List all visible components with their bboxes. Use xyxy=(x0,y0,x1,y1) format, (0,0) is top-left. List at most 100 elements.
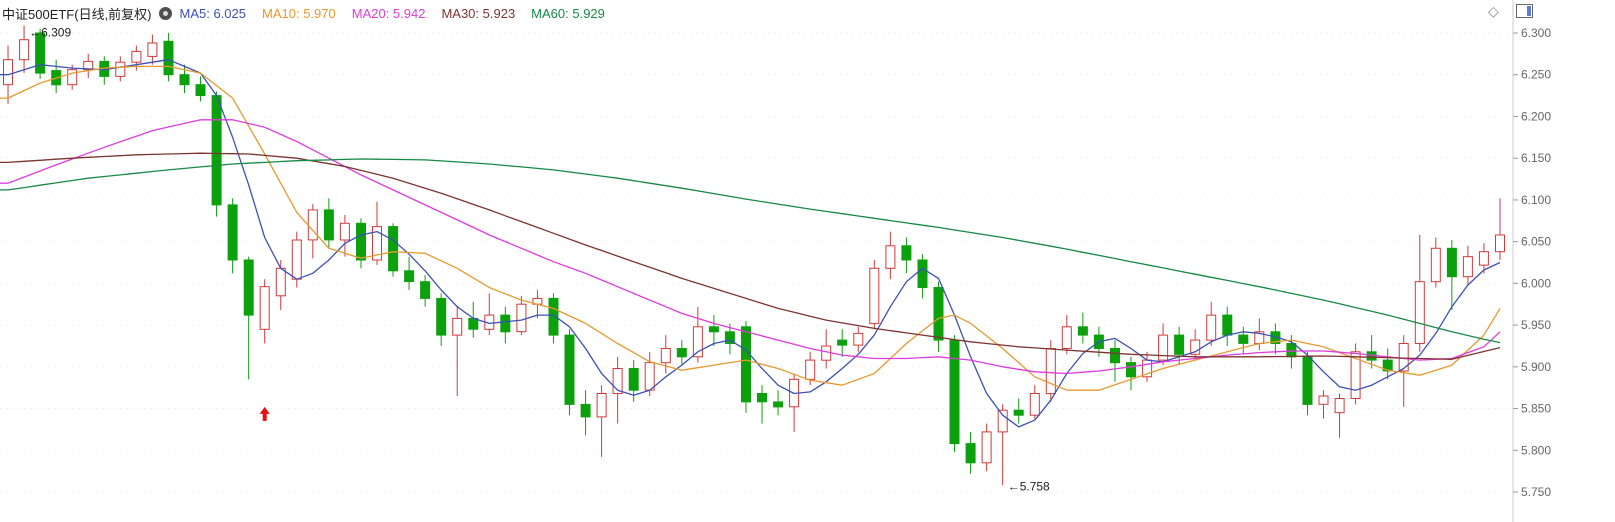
candle-body[interactable] xyxy=(933,287,944,341)
candle-body[interactable] xyxy=(275,267,286,297)
y-axis-tick-label: 5.750 xyxy=(1521,485,1551,499)
candle-body[interactable] xyxy=(1495,234,1505,253)
candle-body[interactable] xyxy=(372,226,382,261)
candle-body[interactable] xyxy=(548,297,559,336)
candle-body[interactable] xyxy=(35,32,46,74)
candle-body[interactable] xyxy=(1446,247,1457,278)
candle-body[interactable] xyxy=(1222,314,1233,336)
window-layout-icon[interactable] xyxy=(1515,4,1533,18)
candle-body[interactable] xyxy=(1126,362,1136,378)
price-annotation: ←5.758 xyxy=(1008,479,1050,493)
candle-body[interactable] xyxy=(901,245,912,261)
instrument-badge-icon[interactable] xyxy=(158,6,172,20)
candle-body[interactable] xyxy=(179,74,190,86)
candle-body[interactable] xyxy=(339,222,350,241)
ma-label-ma10: MA10: 5.970 xyxy=(262,5,336,21)
candle-body[interactable] xyxy=(1318,395,1329,405)
candle-body[interactable] xyxy=(628,368,639,391)
candle-body[interactable] xyxy=(243,259,254,316)
candle-body[interactable] xyxy=(660,348,671,364)
candle-body[interactable] xyxy=(3,59,13,86)
candle-body[interactable] xyxy=(1110,348,1120,364)
candle-body[interactable] xyxy=(949,339,960,445)
candle-body[interactable] xyxy=(1414,281,1425,345)
candle-body[interactable] xyxy=(596,393,607,418)
candle-body[interactable] xyxy=(259,286,270,330)
candle-body[interactable] xyxy=(1077,326,1088,336)
candle-body[interactable] xyxy=(1029,393,1040,416)
candle-body[interactable] xyxy=(1190,339,1201,355)
candle-body[interactable] xyxy=(676,348,687,358)
buy-signal-arrow-icon xyxy=(259,406,270,421)
candle-body[interactable] xyxy=(708,326,719,333)
candle-body[interactable] xyxy=(227,204,238,261)
candle-body[interactable] xyxy=(1334,398,1345,414)
candle-body[interactable] xyxy=(741,326,751,403)
candle-body[interactable] xyxy=(1382,359,1393,372)
ma-line-ma10 xyxy=(0,65,1501,391)
candle-body[interactable] xyxy=(1206,314,1217,341)
candle-body[interactable] xyxy=(291,239,302,280)
candle-body[interactable] xyxy=(1158,334,1169,361)
candle-body[interactable] xyxy=(436,297,447,336)
candle-body[interactable] xyxy=(420,281,431,299)
candle-body[interactable] xyxy=(388,226,399,272)
candle-body[interactable] xyxy=(773,401,784,408)
candle-body[interactable] xyxy=(917,259,928,288)
candles-layer xyxy=(3,25,1505,486)
candle-body[interactable] xyxy=(580,403,591,418)
candle-body[interactable] xyxy=(131,50,142,63)
candle-body[interactable] xyxy=(19,39,30,61)
ma-label-ma20: MA20: 5.942 xyxy=(351,5,426,21)
candle-body[interactable] xyxy=(1286,343,1297,358)
instrument-title[interactable]: 中证500ETF(日线,前复权) xyxy=(2,6,152,22)
candle-body[interactable] xyxy=(500,314,511,333)
ma-line-ma5 xyxy=(0,59,1501,428)
candle-body[interactable] xyxy=(163,40,174,76)
candle-body[interactable] xyxy=(1174,334,1185,355)
candle-body[interactable] xyxy=(757,393,767,403)
candle-body[interactable] xyxy=(853,332,864,346)
candle-body[interactable] xyxy=(1302,356,1313,405)
candle-body[interactable] xyxy=(1398,343,1409,372)
candle-body[interactable] xyxy=(885,245,896,269)
candle-body[interactable] xyxy=(211,95,222,206)
toolbar-icons: ◇ xyxy=(1488,4,1533,18)
candle-body[interactable] xyxy=(323,209,334,241)
candle-body[interactable] xyxy=(1238,334,1249,344)
candle-body[interactable] xyxy=(997,409,1008,433)
candle-body[interactable] xyxy=(147,42,158,57)
candle-body[interactable] xyxy=(404,270,415,283)
candle-body[interactable] xyxy=(356,222,366,261)
candle-body[interactable] xyxy=(612,368,623,394)
candle-body[interactable] xyxy=(1013,409,1024,416)
candle-body[interactable] xyxy=(564,334,575,405)
candle-body[interactable] xyxy=(692,326,703,358)
candle-body[interactable] xyxy=(452,317,463,336)
y-axis-tick-label: 5.900 xyxy=(1521,360,1551,374)
candle-body[interactable] xyxy=(1045,348,1056,395)
candle-body[interactable] xyxy=(67,69,78,86)
candle-body[interactable] xyxy=(644,362,655,391)
candle-body[interactable] xyxy=(1430,247,1441,283)
candle-body[interactable] xyxy=(1350,351,1361,399)
chart-header: 中证500ETF(日线,前复权) MA5: 6.025 MA10: 5.970 MA… xyxy=(2,4,621,22)
y-axis-tick-label: 6.300 xyxy=(1521,26,1551,40)
candle-body[interactable] xyxy=(516,303,527,333)
candle-body[interactable] xyxy=(981,431,992,464)
candle-body[interactable] xyxy=(805,359,816,380)
candle-body[interactable] xyxy=(115,61,126,77)
candle-body[interactable] xyxy=(837,339,848,346)
candle-body[interactable] xyxy=(195,84,206,96)
diamond-icon[interactable]: ◇ xyxy=(1488,3,1499,19)
candle-body[interactable] xyxy=(307,209,318,241)
candle-body[interactable] xyxy=(1478,251,1489,266)
candle-body[interactable] xyxy=(965,443,976,464)
candle-body[interactable] xyxy=(869,267,880,324)
candle-body[interactable] xyxy=(1061,326,1072,349)
price-annotation: ←6.309 xyxy=(29,26,71,40)
candle-body[interactable] xyxy=(1462,256,1473,278)
candle-body[interactable] xyxy=(724,331,735,344)
candle-body[interactable] xyxy=(83,60,94,71)
